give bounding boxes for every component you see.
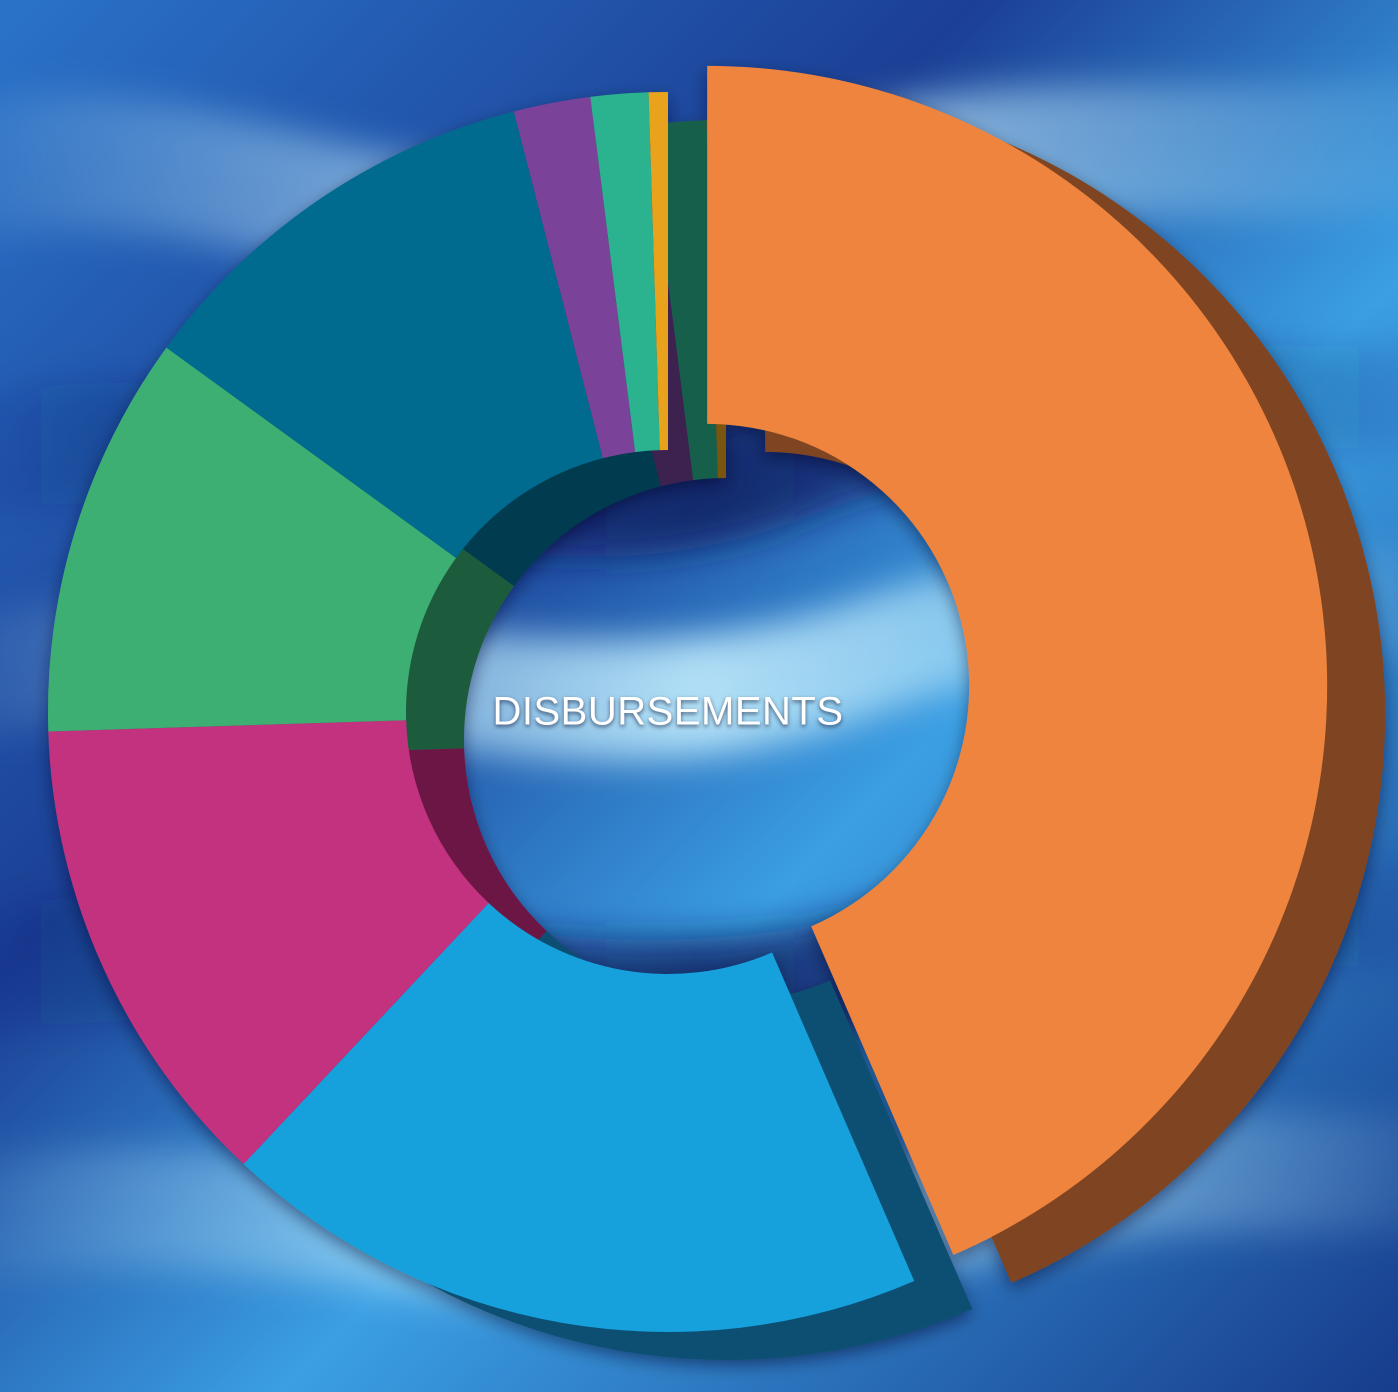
- donut-slice-7: [648, 92, 668, 451]
- donut-slice-4: [166, 111, 603, 559]
- donut-slice-6: [590, 92, 660, 453]
- donut-slice-1: [243, 902, 915, 1332]
- center-label: DISBURSEMENTS: [492, 689, 844, 734]
- donut-slice-0: [707, 65, 1328, 1255]
- donut-slice-2: [48, 720, 489, 1164]
- donut-slice-5: [513, 96, 636, 459]
- donut-slices: [47, 65, 1386, 1360]
- donut-slice-3: [47, 347, 457, 732]
